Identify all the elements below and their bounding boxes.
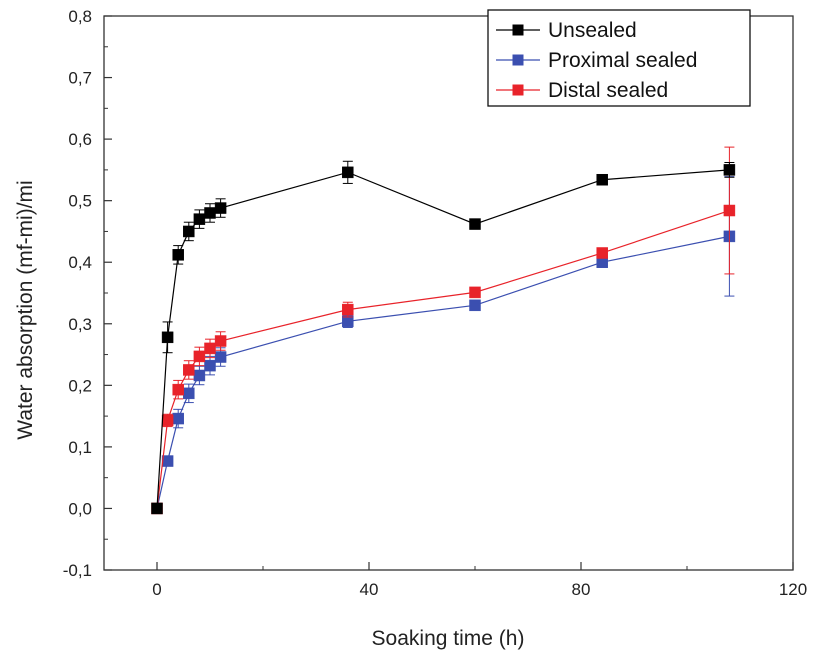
data-point [183, 387, 195, 400]
x-tick-label: 80 [572, 580, 591, 599]
data-point [161, 455, 174, 467]
data-point [161, 414, 174, 427]
data-point [193, 369, 206, 382]
data-point [172, 383, 184, 396]
data-point [342, 166, 354, 179]
data-point [172, 249, 184, 261]
legend-label: Proximal sealed [548, 49, 697, 72]
data-point [214, 351, 227, 363]
data-point [172, 412, 184, 425]
data-point [183, 364, 195, 376]
data-point [214, 202, 227, 214]
y-axis-title: Water absorption (mf-mi)/mi [14, 180, 37, 439]
x-tick-label: 120 [779, 580, 807, 599]
y-tick-label: 0,7 [68, 69, 92, 88]
series-unsealed [151, 160, 736, 515]
x-tick-label: 40 [360, 580, 379, 599]
series-line [156, 235, 730, 509]
data-point [204, 359, 216, 372]
data-point [193, 350, 206, 363]
legend-marker [512, 24, 524, 36]
y-tick-label: -0,1 [63, 561, 92, 580]
y-tick-label: 0,4 [68, 253, 92, 272]
data-point [469, 286, 481, 299]
y-tick-label: 0,5 [68, 192, 92, 211]
legend-marker [512, 54, 524, 66]
y-tick-label: 0,3 [68, 315, 92, 334]
data-point [161, 331, 174, 344]
y-tick-label: 0,2 [68, 376, 92, 395]
legend-label: Distal sealed [548, 79, 668, 102]
series-distal-sealed [151, 146, 736, 515]
data-point [596, 173, 608, 186]
data-point [193, 213, 206, 225]
series-line [156, 169, 730, 509]
data-point [183, 225, 195, 238]
y-tick-label: 0,1 [68, 438, 92, 457]
data-point [723, 164, 736, 176]
legend: Unsealed Proximal sealed Distal sealed [487, 9, 751, 107]
series-line [156, 209, 730, 509]
data-point [469, 299, 481, 312]
data-point [204, 342, 216, 355]
data-point [204, 207, 216, 219]
data-point [151, 502, 163, 515]
data-point [469, 218, 481, 230]
x-tick-label: 0 [152, 580, 161, 599]
y-tick-label: 0,6 [68, 130, 92, 149]
legend-marker [512, 84, 524, 96]
legend-label: Unsealed [548, 19, 637, 42]
data-point [342, 303, 354, 316]
data-point [596, 247, 608, 259]
x-axis-title: Soaking time (h) [372, 627, 525, 650]
data-point [723, 204, 736, 217]
series-layer [151, 146, 736, 515]
data-point [214, 335, 227, 347]
y-tick-label: 0,0 [68, 499, 92, 518]
y-tick-label: 0,8 [68, 7, 92, 26]
axes: -0,1 0,0 0,1 0,2 0,3 0,4 0,5 0,6 0,7 0,8 0 40 80 120 [63, 7, 807, 599]
series-proximal-sealed [156, 176, 736, 509]
